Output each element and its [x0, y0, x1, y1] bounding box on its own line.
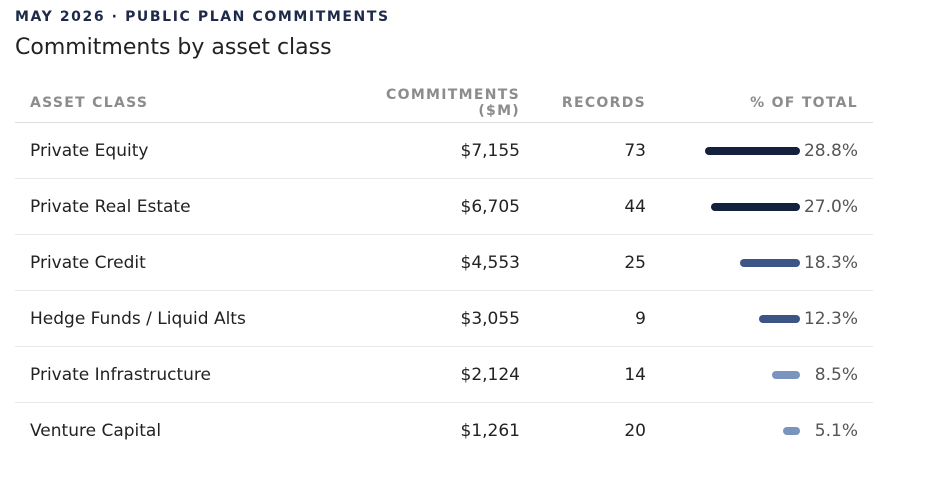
records: 14	[535, 346, 661, 403]
column-header: RECORDS	[535, 83, 661, 123]
share: 27.0%	[676, 197, 858, 217]
share: 18.3%	[676, 253, 858, 273]
share: 12.3%	[676, 309, 858, 329]
records: 20	[624, 420, 646, 441]
share-bar	[704, 146, 800, 155]
row: Venture Capital $1,261 20 5.1%	[15, 403, 873, 459]
eyebrow: MAY 2026 · PUBLIC PLAN COMMITMENTS	[15, 9, 390, 25]
share-cell: 12.3%	[661, 290, 873, 347]
share-bar	[710, 202, 800, 211]
commitments: $4,553	[325, 234, 535, 291]
row: Private Credit $4,553 25 18.3%	[15, 234, 873, 291]
share-cell: 28.8%	[661, 122, 873, 179]
row: Private Real Estate $6,705 44 27.0%	[15, 178, 873, 235]
asset-class: Venture Capital	[30, 420, 162, 441]
asset-class: Private Equity	[15, 122, 325, 179]
asset-class: Private Real Estate	[15, 178, 325, 235]
share-label: 5.1%	[814, 420, 858, 441]
share-bar	[771, 370, 800, 379]
share-label: 27.0%	[803, 196, 858, 217]
commitments: $1,261	[460, 420, 520, 441]
column-header: % OF TOTAL	[661, 83, 873, 123]
column-header: ASSET CLASS	[15, 83, 325, 123]
records: 73	[535, 122, 661, 179]
share: 28.8%	[676, 141, 858, 161]
asset-class: Hedge Funds / Liquid Alts	[15, 290, 325, 347]
share-label: 8.5%	[814, 364, 858, 385]
records: 25	[535, 234, 661, 291]
header-row: ASSET CLASS COMMITMENTS ($M) RECORDS % O…	[15, 83, 873, 123]
column-header: COMMITMENTS ($M)	[325, 83, 535, 123]
share-cell: 5.1%	[661, 403, 873, 459]
commitments: $6,705	[325, 178, 535, 235]
title: Commitments by asset class	[15, 35, 332, 60]
records: 44	[535, 178, 661, 235]
row: Hedge Funds / Liquid Alts $3,055 9 12.3%	[15, 290, 873, 347]
share-cell: 18.3%	[661, 234, 873, 291]
share-bar	[783, 426, 800, 435]
asset-class: Private Credit	[15, 234, 325, 291]
table-body: Private Equity $7,155 73 28.8% Private Real …	[15, 122, 873, 459]
share-cell: 8.5%	[661, 346, 873, 403]
share-label: 28.8%	[803, 140, 858, 161]
commitments: $2,124	[325, 346, 535, 403]
commitments: $3,055	[325, 290, 535, 347]
share-label: 18.3%	[803, 252, 858, 273]
row: Private Infrastructure $2,124 14 8.5%	[15, 346, 873, 403]
share: 5.1%	[676, 421, 858, 441]
asset-class: Private Infrastructure	[15, 346, 325, 403]
commitments: $7,155	[325, 122, 535, 179]
share-bar	[739, 258, 800, 267]
records: 9	[535, 290, 661, 347]
share-label: 12.3%	[803, 308, 858, 329]
share: 8.5%	[676, 365, 858, 385]
table: ASSET CLASS COMMITMENTS ($M) RECORDS % O…	[15, 83, 873, 458]
share-cell: 27.0%	[661, 178, 873, 235]
row: Private Equity $7,155 73 28.8%	[15, 122, 873, 179]
share-bar	[759, 314, 800, 323]
